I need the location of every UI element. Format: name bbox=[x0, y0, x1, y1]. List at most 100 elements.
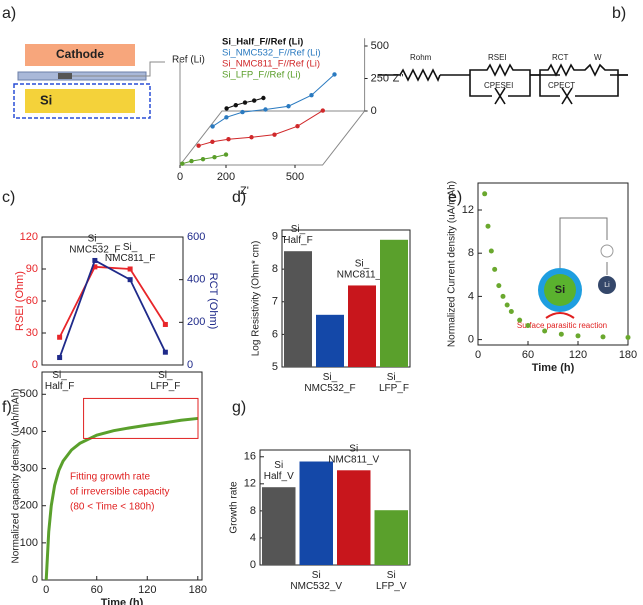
x-tick-label: 120 bbox=[138, 584, 156, 596]
point bbox=[500, 293, 506, 299]
y2-tick-label: 600 bbox=[187, 231, 205, 243]
panel-label: g) bbox=[232, 399, 246, 416]
reference-label: Ref (Li) bbox=[172, 55, 205, 66]
point bbox=[261, 95, 266, 101]
legend-label: Si_Half_F//Ref (Li) bbox=[222, 37, 303, 48]
y-tick-label: 250 bbox=[371, 72, 389, 84]
legend-label: Si_LFP_F//Ref (Li) bbox=[222, 70, 301, 81]
category-label: Si_ Half_F bbox=[283, 224, 312, 246]
y2-axis-label: RCT (Ohm) bbox=[207, 273, 219, 330]
x-tick-label: 500 bbox=[286, 171, 304, 183]
point bbox=[320, 108, 325, 113]
point bbox=[224, 106, 229, 111]
reaction-arrow bbox=[545, 312, 575, 319]
point bbox=[508, 309, 514, 315]
y-tick-label: 200 bbox=[20, 500, 38, 512]
point bbox=[57, 355, 63, 361]
plot-frame bbox=[477, 182, 629, 346]
category-label: Si_ Half_F bbox=[45, 370, 74, 392]
point bbox=[189, 158, 194, 164]
x-tick-label: 0 bbox=[177, 171, 183, 183]
circuit-label: RSEI bbox=[488, 53, 507, 62]
point bbox=[332, 72, 337, 77]
point bbox=[485, 223, 491, 229]
y-tick-label: 12 bbox=[244, 478, 256, 490]
y-tick-label: 12 bbox=[462, 204, 474, 216]
point bbox=[558, 331, 564, 337]
anode bbox=[25, 89, 135, 113]
y-tick-label: 0 bbox=[32, 574, 38, 586]
point bbox=[224, 115, 229, 120]
inset-wire bbox=[559, 217, 608, 275]
x-axis-label: Time (h) bbox=[532, 362, 575, 374]
y-tick-label: 0 bbox=[32, 359, 38, 371]
bar bbox=[299, 461, 333, 565]
point bbox=[162, 321, 168, 327]
circuit-label: Rohm bbox=[410, 53, 432, 62]
point bbox=[92, 257, 98, 263]
point bbox=[525, 323, 531, 329]
y-tick-label: 300 bbox=[20, 462, 38, 474]
li-electrode bbox=[598, 276, 616, 294]
axis bbox=[179, 38, 366, 166]
y2-tick-label: 200 bbox=[187, 316, 205, 328]
y-tick-label: 100 bbox=[20, 537, 38, 549]
point bbox=[252, 98, 257, 103]
bar bbox=[262, 487, 296, 565]
bar bbox=[380, 239, 408, 367]
point bbox=[210, 139, 215, 144]
x-tick-label: 180 bbox=[619, 349, 637, 361]
y-axis-label: Normalized Current density (uA/mAh) bbox=[447, 181, 458, 347]
y-tick-label: 5 bbox=[272, 361, 278, 373]
point bbox=[200, 156, 206, 162]
category-label: Si NMC811_V bbox=[328, 443, 379, 465]
annotation-box bbox=[83, 397, 199, 439]
point bbox=[517, 317, 523, 323]
y-axis-label: RSEI (Ohm) bbox=[14, 271, 26, 331]
point bbox=[492, 266, 498, 272]
point bbox=[210, 124, 215, 129]
anode-label: Si bbox=[40, 92, 52, 107]
si-core bbox=[544, 274, 576, 306]
li-label: Li bbox=[604, 282, 610, 289]
point bbox=[226, 137, 231, 142]
anode-box bbox=[13, 83, 151, 119]
category-label: Si_ LFP_F bbox=[150, 370, 180, 392]
panel-label: b) bbox=[612, 5, 626, 22]
series-line bbox=[44, 416, 198, 581]
point bbox=[57, 334, 63, 340]
y-tick-label: 9 bbox=[272, 230, 278, 242]
x-tick-label: 120 bbox=[569, 349, 587, 361]
cpe bbox=[561, 87, 573, 105]
point bbox=[504, 302, 510, 308]
plot-frame bbox=[41, 371, 203, 581]
category-label: Si_ NMC532_F bbox=[304, 372, 355, 394]
series-line bbox=[212, 74, 335, 127]
cpe bbox=[494, 87, 506, 105]
category-label: Si LFP_V bbox=[376, 570, 407, 592]
inset-caption: Surface parasitic reaction bbox=[517, 321, 607, 330]
point bbox=[542, 328, 548, 334]
category-label: Si_ NMC811_F bbox=[337, 258, 387, 280]
bar bbox=[337, 470, 371, 565]
category-label: Si NMC532_V bbox=[290, 570, 342, 592]
bar bbox=[316, 314, 344, 367]
y-tick-label: 6 bbox=[272, 328, 278, 340]
x-tick-label: 0 bbox=[475, 349, 481, 361]
panel-label: e) bbox=[448, 189, 462, 206]
panel-label: d) bbox=[232, 189, 246, 206]
resistor bbox=[399, 68, 441, 82]
category-label: Si Half_V bbox=[264, 460, 294, 482]
point bbox=[196, 143, 201, 148]
point bbox=[162, 349, 168, 355]
x-tick-label: 60 bbox=[522, 349, 534, 361]
legend-label: Si_NMC532_F//Ref (Li) bbox=[222, 48, 321, 59]
bar bbox=[284, 251, 312, 367]
y-tick-label: 16 bbox=[244, 451, 256, 463]
y-tick-label: 60 bbox=[26, 295, 38, 307]
annotation: (80 < Time < 180h) bbox=[70, 502, 155, 513]
y-tick-label: 8 bbox=[468, 247, 474, 259]
y-tick-label: 8 bbox=[272, 263, 278, 275]
point bbox=[223, 152, 229, 157]
bar bbox=[348, 285, 376, 367]
